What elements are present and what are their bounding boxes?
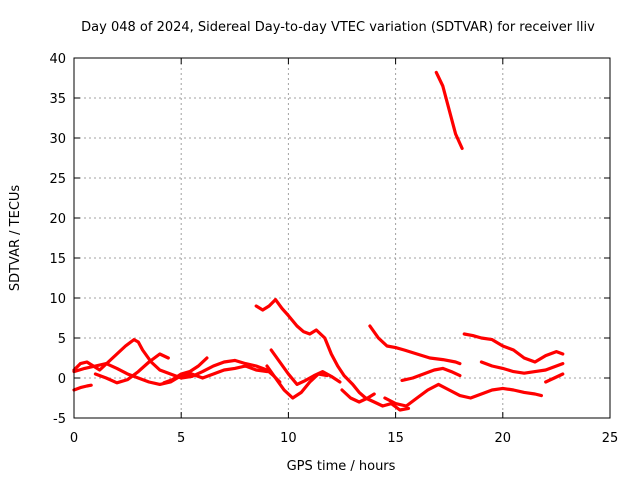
series-line-track-4 [462, 332, 565, 364]
y-tick-label: -5 [53, 412, 66, 427]
x-tick-label: 0 [70, 431, 78, 446]
y-tick-label: 0 [58, 372, 66, 387]
series-line-track-12 [162, 356, 209, 385]
x-tick-label: 10 [280, 431, 297, 446]
axes: 0 5 10 15 20 25 -5 0 5 10 15 20 25 30 35 40 [49, 52, 618, 446]
series-line-track-13 [72, 383, 93, 392]
x-axis-label: GPS time / hours [287, 459, 396, 474]
y-tick-label: 35 [49, 92, 66, 107]
series-layer [72, 70, 565, 412]
y-tick-label: 10 [49, 292, 66, 307]
series-line-track-2 [254, 298, 411, 412]
plot-frame [73, 57, 611, 419]
grid-lines [74, 58, 610, 418]
series-line-track-1 [434, 70, 464, 150]
x-tick-label: 15 [387, 431, 404, 446]
x-tick-label: 20 [495, 431, 512, 446]
y-tick-label: 20 [49, 212, 66, 227]
y-axis-label: SDTVAR / TECUs [8, 185, 23, 292]
x-tick-label: 5 [177, 431, 185, 446]
series-line-track-3 [368, 324, 462, 366]
series-line-track-5 [479, 360, 565, 375]
x-tick-label: 25 [602, 431, 619, 446]
y-tick-label: 25 [49, 172, 66, 187]
series-line-track-15 [269, 348, 342, 386]
y-tick-label: 5 [58, 332, 66, 347]
y-tick-label: 40 [49, 52, 66, 67]
y-tick-label: 15 [49, 252, 66, 267]
series-line-track-9 [72, 338, 282, 384]
series-line-track-8 [544, 372, 565, 384]
series-line-track-6 [400, 366, 462, 382]
y-tick-label: 30 [49, 132, 66, 147]
series-line-track-7 [383, 382, 544, 408]
series-line-track-11 [93, 352, 170, 385]
chart-title: Day 048 of 2024, Sidereal Day-to-day VTE… [81, 20, 595, 35]
series-line-track-16 [340, 388, 376, 404]
